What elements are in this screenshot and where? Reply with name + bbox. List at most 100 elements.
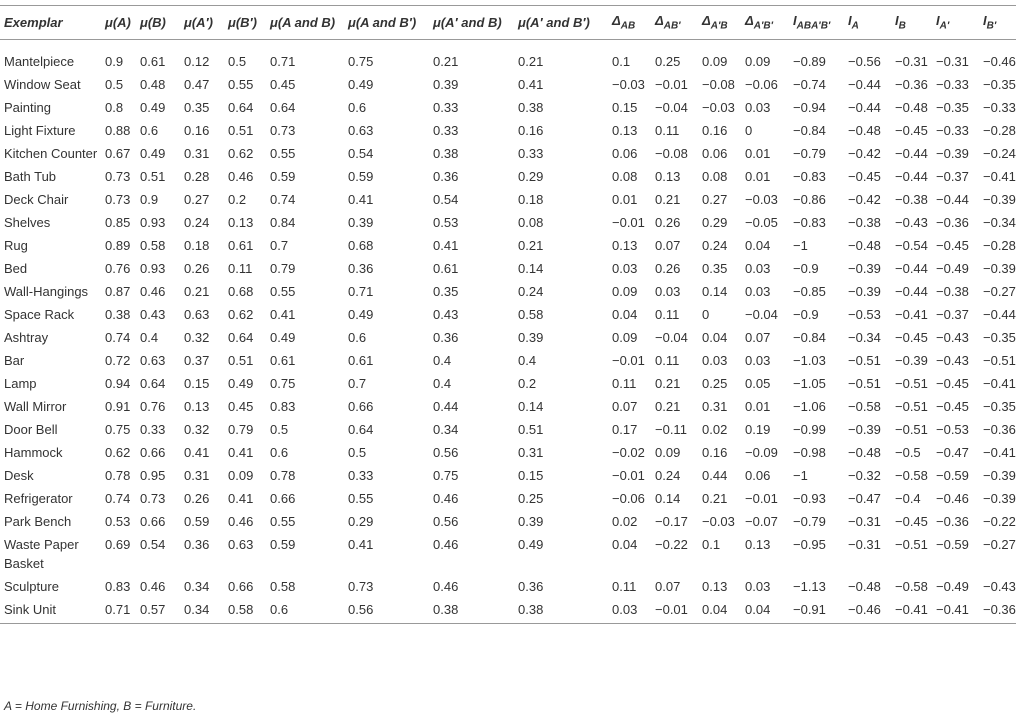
- value-cell: −0.27: [983, 283, 1016, 299]
- value-cell: 0.04: [745, 237, 771, 253]
- value-cell: 0.44: [702, 467, 728, 483]
- value-cell: 0.36: [433, 329, 459, 345]
- value-cell: −0.89: [793, 53, 826, 69]
- value-cell: −0.95: [793, 536, 826, 552]
- column-header: μ(A′): [180, 5, 224, 40]
- value-cell: 0.49: [270, 329, 296, 345]
- value-cell: 0.84: [270, 214, 296, 230]
- header-subscript: ABA′B′: [796, 20, 831, 32]
- value-cell: 0.14: [518, 398, 544, 414]
- table-row: Ashtray 0.74 0.4 0.32 0.64 0.49 0.6 0.36 0.39 0.0…: [0, 326, 1016, 349]
- value-cell: −0.41: [983, 168, 1016, 184]
- value-cell: 0.36: [518, 578, 544, 594]
- value-cell: −0.44: [895, 283, 928, 299]
- value-cell: 0.8: [105, 99, 124, 115]
- table-row: Shelves 0.85 0.93 0.24 0.13 0.84 0.39 0.53 0.08 −…: [0, 211, 1016, 234]
- value-cell: 0.29: [348, 513, 374, 529]
- value-cell: 0.04: [741, 597, 789, 624]
- table-row: Sink Unit 0.71 0.57 0.34 0.58 0.6 0.56 0.38 0.38…: [0, 597, 1016, 624]
- exemplar-cell: Bar: [4, 352, 25, 368]
- value-cell: −0.9: [793, 306, 819, 322]
- exemplar-cell: Window Seat: [4, 76, 81, 92]
- value-cell: 0.03: [745, 260, 771, 276]
- value-cell: 0.73: [140, 490, 166, 506]
- value-cell: −0.45: [936, 237, 969, 253]
- value-cell: 0.29: [518, 168, 544, 184]
- value-cell: 0.41: [518, 76, 544, 92]
- value-cell: 0.2: [228, 191, 247, 207]
- value-cell: 0.09: [702, 53, 728, 69]
- header-row: Exemplar μ(A) μ(B) μ(A′) μ(B′) μ(A and B) μ(A …: [0, 5, 1016, 40]
- value-cell: 0.46: [433, 490, 459, 506]
- value-cell: 0.25: [655, 53, 681, 69]
- value-cell: 0.03: [745, 352, 771, 368]
- value-cell: 0.03: [612, 260, 638, 276]
- value-cell: 0.39: [433, 76, 459, 92]
- value-cell: 0.71: [270, 53, 296, 69]
- value-cell: 0.64: [228, 99, 254, 115]
- value-cell: 0.29: [702, 214, 728, 230]
- header-text: I: [848, 13, 852, 28]
- value-cell: 0.36: [184, 536, 210, 552]
- value-cell: 0.69: [105, 536, 131, 552]
- column-header: ΔAB: [608, 5, 651, 40]
- value-cell: 0.39: [348, 214, 374, 230]
- value-cell: 0.08: [702, 168, 728, 184]
- value-cell: 0.38: [514, 597, 608, 624]
- table-row: Kitchen Counter 0.67 0.49 0.31 0.62 0.55 0.54 0…: [0, 142, 1016, 165]
- exemplar-cell: Refrigerator: [4, 490, 73, 506]
- header-subscript: AB′: [663, 20, 681, 32]
- value-cell: 0.35: [184, 99, 210, 115]
- value-cell: 0.41: [348, 191, 374, 207]
- value-cell: 0.03: [702, 352, 728, 368]
- value-cell: 0.64: [348, 421, 374, 437]
- exemplar-cell: Sink Unit: [0, 597, 101, 624]
- value-cell: 0.76: [140, 398, 166, 414]
- value-cell: 0.38: [429, 597, 514, 624]
- value-cell: 0.5: [228, 53, 247, 69]
- header-text: Δ: [655, 13, 664, 28]
- value-cell: 0.09: [655, 444, 681, 460]
- value-cell: 0.38: [433, 145, 459, 161]
- value-cell: 0.46: [140, 283, 166, 299]
- value-cell: −0.28: [983, 122, 1016, 138]
- value-cell: 0.28: [184, 168, 210, 184]
- value-cell: −0.01: [612, 467, 645, 483]
- header-text: Δ: [612, 13, 621, 28]
- exemplar-cell: Space Rack: [4, 306, 75, 322]
- value-cell: 0.62: [228, 306, 254, 322]
- value-cell: −0.51: [895, 421, 928, 437]
- value-cell: −0.4: [895, 490, 921, 506]
- column-header: IA′: [932, 5, 979, 40]
- value-cell: 0.41: [184, 444, 210, 460]
- table-row: Bath Tub 0.73 0.51 0.28 0.46 0.59 0.59 0.36 0.29…: [0, 165, 1016, 188]
- value-cell: 0.71: [101, 597, 136, 624]
- value-cell: −0.51: [983, 352, 1016, 368]
- value-cell: 0.36: [348, 260, 374, 276]
- value-cell: 0.61: [228, 237, 254, 253]
- table-row: Light Fixture 0.88 0.6 0.16 0.51 0.73 0.63 0.33…: [0, 119, 1016, 142]
- value-cell: 0.49: [348, 76, 374, 92]
- header-text: μ(A′): [184, 14, 214, 30]
- value-cell: 0.6: [348, 329, 367, 345]
- header-subscript: A′B: [710, 20, 728, 32]
- table-row: Door Bell 0.75 0.33 0.32 0.79 0.5 0.64 0.34 0.51…: [0, 418, 1016, 441]
- value-cell: −0.44: [983, 306, 1016, 322]
- value-cell: −0.33: [936, 76, 969, 92]
- column-header: μ(A and B): [266, 5, 344, 40]
- value-cell: 0.14: [702, 283, 728, 299]
- exemplar-cell: Mantelpiece: [4, 53, 75, 69]
- value-cell: 0.08: [612, 168, 638, 184]
- value-cell: −0.39: [983, 467, 1016, 483]
- value-cell: −0.39: [848, 283, 881, 299]
- table-row: Sculpture 0.83 0.46 0.34 0.66 0.58 0.73 0.46 0.3…: [0, 575, 1016, 598]
- value-cell: 0.54: [433, 191, 459, 207]
- value-cell: −0.47: [848, 490, 881, 506]
- value-cell: 0.57: [136, 597, 180, 624]
- value-cell: 0.13: [612, 237, 638, 253]
- header-text: I: [895, 13, 899, 28]
- value-cell: 0.6: [140, 122, 159, 138]
- value-cell: 0.4: [433, 375, 452, 391]
- header-text: Exemplar: [4, 14, 63, 30]
- value-cell: −0.53: [936, 421, 969, 437]
